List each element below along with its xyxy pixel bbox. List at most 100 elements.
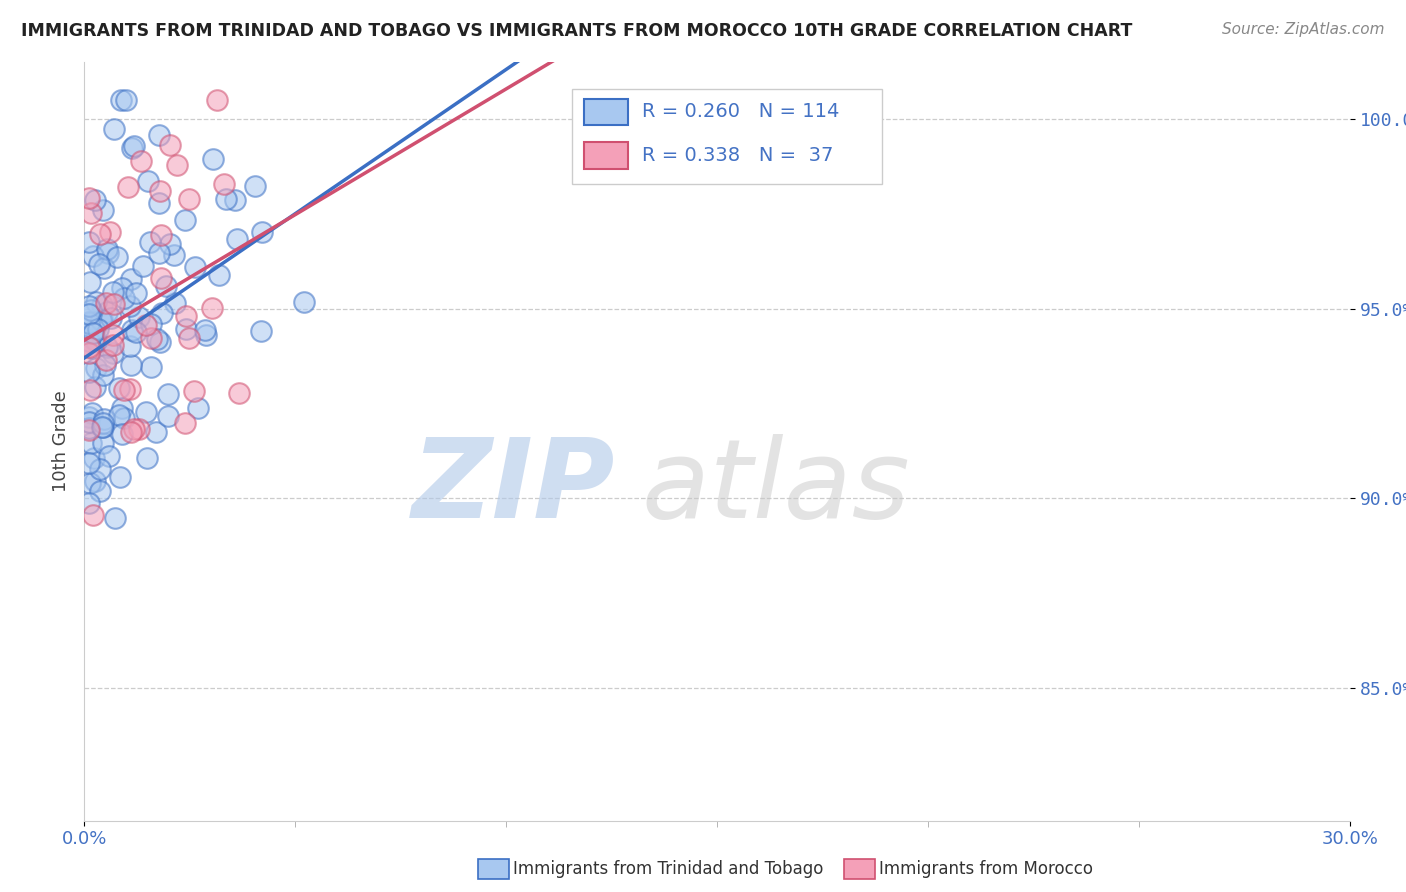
Point <box>79 475 101 490</box>
Point <box>104 511 127 525</box>
Point <box>155 279 177 293</box>
FancyBboxPatch shape <box>571 89 882 184</box>
Point <box>150 228 173 243</box>
Point <box>208 268 231 282</box>
Point <box>90 420 112 434</box>
Point <box>150 306 173 320</box>
Point <box>101 285 124 299</box>
Point <box>84 294 107 309</box>
Point <box>110 470 132 484</box>
Point <box>91 202 114 217</box>
Point <box>91 368 114 383</box>
Point <box>90 313 112 327</box>
Point <box>139 318 162 332</box>
Point <box>179 192 201 206</box>
Point <box>111 401 134 416</box>
Point <box>194 327 217 342</box>
Point <box>131 259 153 273</box>
Point <box>156 409 179 423</box>
Point <box>120 358 142 372</box>
Point <box>121 323 143 337</box>
Y-axis label: 10th Grade: 10th Grade <box>52 391 70 492</box>
Point <box>201 301 224 315</box>
Point <box>149 185 172 199</box>
Point <box>108 381 131 395</box>
Point <box>202 152 225 166</box>
Point <box>98 450 121 464</box>
Point <box>149 271 172 285</box>
Point <box>101 327 124 342</box>
Point <box>135 404 157 418</box>
Point <box>83 451 105 466</box>
Point <box>82 326 104 341</box>
Point <box>80 341 103 355</box>
Point <box>174 213 197 227</box>
Point <box>103 296 125 310</box>
Point <box>100 225 122 239</box>
Point <box>120 425 142 440</box>
Point <box>121 141 143 155</box>
Point <box>93 416 115 430</box>
Point <box>174 322 197 336</box>
Point <box>173 417 195 431</box>
Point <box>111 427 134 442</box>
Point <box>148 246 170 260</box>
Point <box>77 495 100 509</box>
Point <box>82 249 104 263</box>
Point <box>156 386 179 401</box>
Point <box>77 315 100 329</box>
Point <box>77 235 100 249</box>
Point <box>86 322 108 336</box>
Point <box>122 139 145 153</box>
Point <box>228 385 250 400</box>
Point <box>205 93 228 107</box>
Point <box>139 235 162 250</box>
Point <box>145 332 167 346</box>
Text: Source: ZipAtlas.com: Source: ZipAtlas.com <box>1222 22 1385 37</box>
Point <box>82 508 104 523</box>
Point <box>112 292 135 306</box>
Point <box>96 296 118 310</box>
Text: ZIP: ZIP <box>412 434 616 541</box>
Point <box>174 309 197 323</box>
Point <box>179 331 201 345</box>
Point <box>105 250 128 264</box>
Point <box>135 318 157 332</box>
Text: Immigrants from Morocco: Immigrants from Morocco <box>879 860 1092 878</box>
Point <box>77 423 100 437</box>
Point <box>110 281 132 295</box>
Point <box>112 411 135 425</box>
Point <box>80 325 103 339</box>
Point <box>84 322 107 336</box>
Point <box>215 192 238 206</box>
Point <box>183 384 205 398</box>
Point <box>79 275 101 289</box>
Point <box>77 334 100 348</box>
Point <box>145 425 167 440</box>
Point <box>96 242 118 256</box>
Point <box>89 227 111 241</box>
Point <box>112 383 135 397</box>
Point <box>148 128 170 143</box>
Point <box>80 406 103 420</box>
Point <box>96 340 118 354</box>
Text: IMMIGRANTS FROM TRINIDAD AND TOBAGO VS IMMIGRANTS FROM MOROCCO 10TH GRADE CORREL: IMMIGRANTS FROM TRINIDAD AND TOBAGO VS I… <box>21 22 1132 40</box>
Point <box>87 257 110 271</box>
Text: R = 0.338   N =  37: R = 0.338 N = 37 <box>643 146 834 165</box>
Point <box>103 122 125 136</box>
Point <box>212 178 235 192</box>
Point <box>77 415 100 429</box>
Point <box>77 340 100 354</box>
Point <box>77 456 100 470</box>
Point <box>128 310 150 324</box>
Point <box>77 299 100 313</box>
Point <box>118 339 141 353</box>
Point <box>139 359 162 374</box>
Point <box>79 303 101 318</box>
Point <box>77 346 100 360</box>
Point <box>187 401 209 415</box>
Point <box>115 93 138 107</box>
Point <box>139 330 162 344</box>
Point <box>124 325 146 339</box>
Point <box>89 484 111 499</box>
